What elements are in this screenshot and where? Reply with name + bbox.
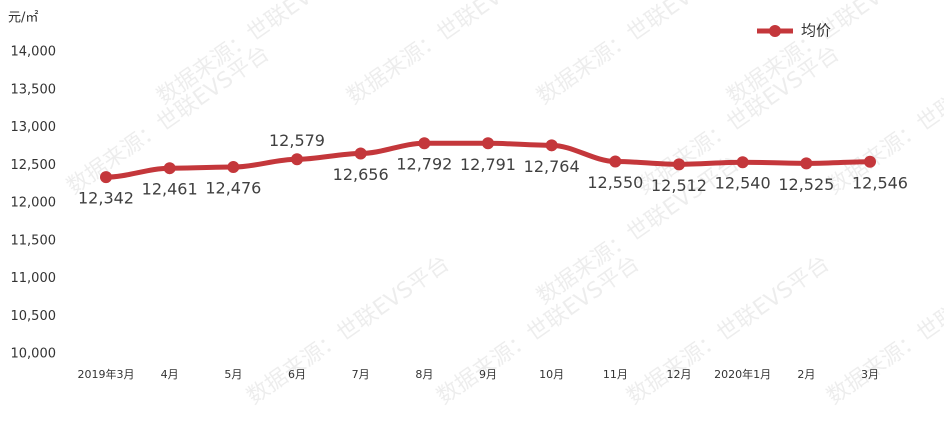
data-point [545, 139, 558, 152]
x-tick-label: 8月 [415, 368, 433, 381]
data-label: 12,546 [852, 173, 908, 192]
x-tick-label: 6月 [288, 368, 306, 381]
watermark: 数据来源：世联EVS平台 [243, 251, 455, 410]
y-tick-label: 14,000 [11, 45, 57, 60]
data-point [163, 162, 176, 175]
watermark: 数据来源：世联EVS平台 [343, 0, 555, 110]
data-point [291, 153, 303, 166]
y-tick-label: 10,000 [11, 347, 57, 362]
legend-label: 均价 [801, 22, 831, 40]
data-point [482, 137, 494, 150]
data-label: 12,791 [460, 155, 516, 174]
x-tick-label: 2020年1月 [714, 367, 771, 381]
x-tick-label: 2019年3月 [78, 367, 135, 381]
watermark: 数据来源：世联EVS平台 [63, 41, 275, 200]
data-label: 12,540 [715, 174, 771, 193]
data-point [800, 157, 813, 170]
y-tick-label: 13,500 [11, 82, 57, 97]
watermark: 数据来源：世联EVS平台 [533, 0, 745, 110]
watermark: 数据来源：世联EVS平台 [823, 251, 944, 410]
data-point [736, 156, 749, 169]
x-tick-label: 11月 [603, 368, 628, 381]
data-label: 12,764 [524, 157, 580, 176]
y-tick-label: 11,000 [11, 271, 57, 286]
x-tick-label: 7月 [352, 368, 370, 381]
x-tick-label: 9月 [479, 368, 497, 381]
watermark: 数据来源：世联EVS平台 [623, 251, 835, 410]
data-point [227, 161, 240, 174]
data-label: 12,656 [333, 165, 389, 184]
data-label: 12,476 [205, 179, 261, 198]
y-tick-label: 11,500 [11, 233, 57, 248]
data-label: 12,550 [587, 173, 643, 192]
data-point [609, 155, 622, 168]
y-tick-label: 13,000 [11, 120, 57, 135]
x-tick-label: 5月 [224, 368, 242, 381]
data-label: 12,525 [778, 175, 834, 194]
data-point [864, 155, 876, 168]
legend-marker [769, 25, 781, 37]
data-label: 12,512 [651, 176, 707, 195]
x-tick-label: 2月 [797, 368, 815, 381]
x-tick-label: 12月 [667, 368, 692, 381]
data-point [418, 137, 431, 150]
x-tick-label: 4月 [161, 368, 179, 381]
data-point [354, 147, 367, 160]
y-unit: 元/㎡ [8, 11, 38, 26]
data-label: 12,461 [142, 180, 198, 199]
data-label: 12,342 [78, 189, 134, 208]
x-tick-label: 10月 [539, 368, 564, 381]
data-point [673, 158, 685, 171]
y-tick-label: 10,500 [11, 309, 57, 324]
data-point [100, 171, 112, 184]
y-tick-label: 12,500 [11, 158, 57, 173]
x-tick-label: 3月 [861, 368, 879, 381]
data-label: 12,792 [396, 155, 452, 174]
y-tick-label: 12,000 [11, 196, 57, 211]
data-label: 12,579 [269, 131, 325, 150]
watermark: 数据来源：世联EVS平台 [433, 251, 645, 410]
